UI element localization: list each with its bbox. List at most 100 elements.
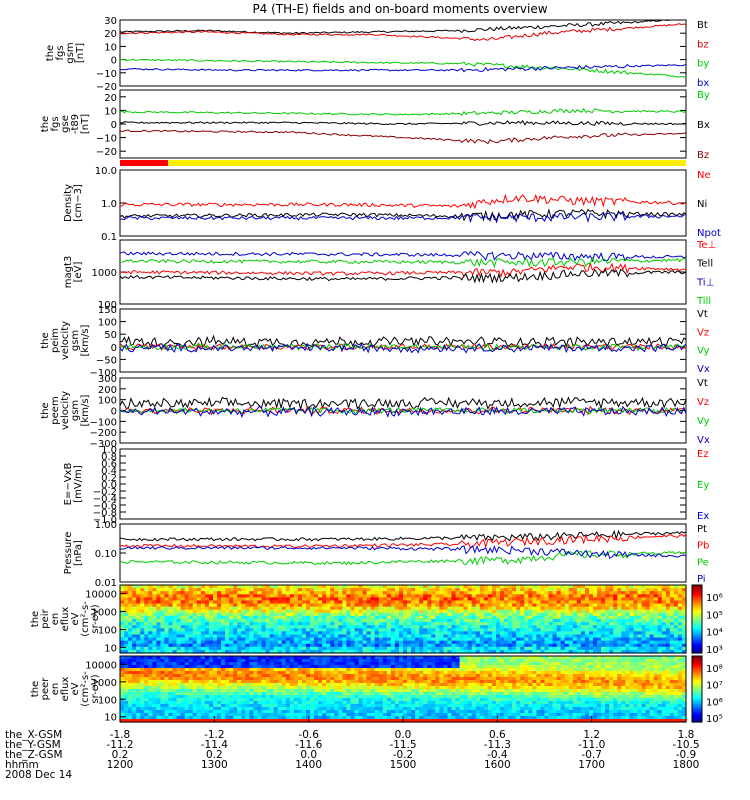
spectrogram-cell <box>358 588 364 592</box>
spectrogram-cell <box>148 695 153 699</box>
spectrogram-cell <box>261 674 267 678</box>
spectrogram-cell <box>346 689 352 693</box>
spectrogram-cell <box>314 634 319 639</box>
spectrogram-cell <box>374 692 380 696</box>
spectrogram-cell <box>233 628 238 632</box>
spectrogram-cell <box>560 643 566 648</box>
spectrogram-cell <box>318 668 323 672</box>
spectrogram-cell <box>390 597 396 602</box>
spectrogram-cell <box>617 631 622 636</box>
spectrogram-cell <box>411 689 416 693</box>
spectrogram-cell <box>188 692 194 696</box>
spectrogram-cell <box>415 710 420 714</box>
spectrogram-cell <box>273 665 279 669</box>
spectrogram-cell <box>637 622 643 626</box>
spectrogram-cell <box>467 637 473 642</box>
spectrogram-cell <box>366 710 372 714</box>
spectrogram-cell <box>180 594 186 598</box>
spectrogram-cell <box>261 710 267 714</box>
spectrogram-cell <box>576 646 582 651</box>
spectrogram-cell <box>609 631 614 636</box>
spectrogram-cell <box>346 594 352 598</box>
spectrogram-cell <box>564 609 570 614</box>
spectrogram-cell <box>229 686 234 690</box>
spectrogram-cell <box>305 704 311 708</box>
spectrogram-cell <box>128 701 133 705</box>
panel-frame <box>119 448 687 520</box>
spectrogram-cell <box>605 640 610 645</box>
spectrogram-cell <box>322 615 327 620</box>
spectrogram-cell <box>370 622 376 626</box>
spectrogram-cell <box>661 588 667 592</box>
spectrogram-cell <box>435 640 440 645</box>
spectrogram-cell <box>617 585 622 589</box>
spectrogram-cell <box>132 640 137 645</box>
spectrogram-cell <box>593 615 598 620</box>
spectrogram-cell <box>560 597 566 602</box>
spectrogram-cell <box>212 603 218 608</box>
spectrogram-cell <box>128 600 133 605</box>
spectrogram-cell <box>269 588 275 592</box>
spectrogram-cell <box>180 656 186 660</box>
spectrogram-cell <box>677 609 683 614</box>
spectrogram-cell <box>415 662 420 666</box>
spectrogram-cell <box>180 719 186 723</box>
spectrogram-cell <box>366 600 372 605</box>
spectrogram-cell <box>653 597 659 602</box>
spectrogram-cell <box>310 695 315 699</box>
spectrogram-cell <box>407 628 412 632</box>
y-axis-label: the <box>40 332 51 348</box>
spectrogram-cell <box>512 646 517 651</box>
spectrogram-cell <box>463 643 469 648</box>
spectrogram-cell <box>350 674 356 678</box>
spectrogram-cell <box>301 671 307 675</box>
spectrogram-cell <box>225 588 230 592</box>
spectrogram-cell <box>326 612 331 617</box>
spectrogram-cell <box>128 637 133 642</box>
spectrogram-cell <box>136 704 141 708</box>
spectrogram-cell <box>164 591 170 595</box>
spectrogram-cell <box>479 600 485 605</box>
spectrogram-cell <box>273 637 279 642</box>
spectrogram-cell <box>208 646 214 651</box>
spectrogram-cell <box>681 609 687 614</box>
spectrogram-cell <box>289 695 295 699</box>
spectrogram-cell <box>184 701 190 705</box>
spectrogram-cell <box>597 643 602 648</box>
spectrogram-cell <box>318 707 323 711</box>
spectrogram-cell <box>176 625 182 629</box>
spectrogram-cell <box>370 643 376 648</box>
spectrogram-cell <box>128 674 133 678</box>
colorbar-cell <box>692 619 702 622</box>
spectrogram-cell <box>649 622 655 626</box>
spectrogram-cell <box>439 619 445 623</box>
spectrogram-cell <box>289 686 295 690</box>
spectrogram-cell <box>128 603 133 608</box>
spectrogram-cell <box>132 625 137 629</box>
spectrogram-cell <box>548 606 554 611</box>
spectrogram-cell <box>204 649 210 654</box>
spectrogram-cell <box>322 677 327 681</box>
spectrogram-cell <box>148 704 153 708</box>
spectrogram-cell <box>601 625 606 629</box>
spectrogram-cell <box>576 591 582 595</box>
y-tick-label: 0 <box>111 120 117 131</box>
spectrogram-cell <box>192 659 198 663</box>
spectrogram-cell <box>241 677 246 681</box>
spectrogram-cell <box>289 646 295 651</box>
spectrogram-cell <box>673 597 679 602</box>
spectrogram-cell <box>192 695 198 699</box>
spectrogram-cell <box>491 649 497 654</box>
spectrogram-cell <box>217 603 222 608</box>
spectrogram-cell <box>269 619 275 623</box>
spectrogram-cell <box>374 683 380 687</box>
spectrogram-cell <box>407 686 412 690</box>
spectrogram-cell <box>378 619 384 623</box>
spectrogram-cell <box>411 707 416 711</box>
spectrogram-cell <box>564 625 570 629</box>
spectrogram-cell <box>374 646 380 651</box>
spectrogram-cell <box>491 619 497 623</box>
spectrogram-cell <box>196 612 202 617</box>
spectrogram-cell <box>423 585 428 589</box>
spectrogram-cell <box>273 719 279 723</box>
